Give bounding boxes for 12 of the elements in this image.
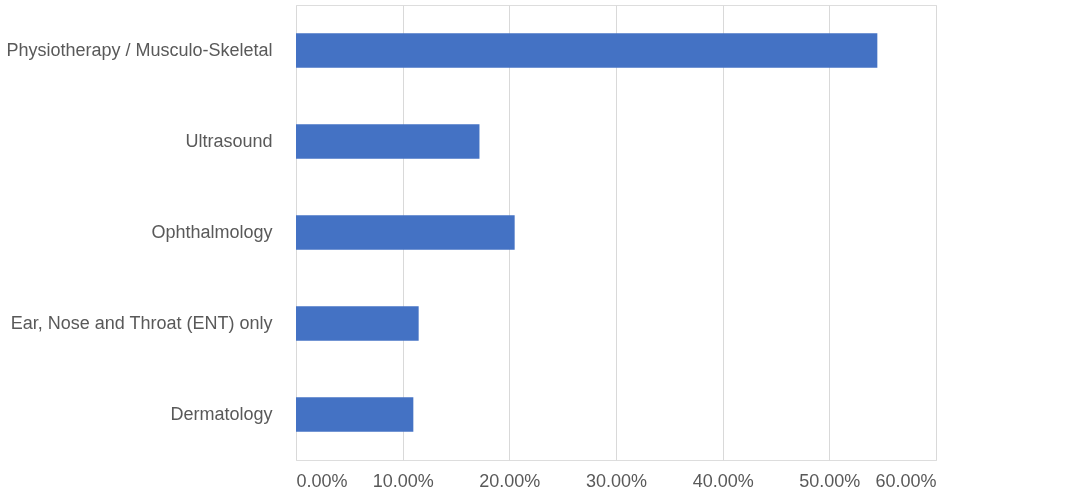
x-tick-label: 30.00% xyxy=(585,470,648,491)
y-tick-label: Ear, Nose and Throat (ENT) only xyxy=(10,312,273,333)
x-tick-label: 40.00% xyxy=(692,470,754,491)
x-tick-label: 20.00% xyxy=(479,470,541,491)
x-tick-label: 10.00% xyxy=(372,470,434,491)
y-tick-label: Ultrasound xyxy=(185,130,273,151)
x-tick-label: 0.00% xyxy=(296,470,348,491)
y-tick-label: Dermatology xyxy=(170,403,273,424)
x-tick-label: 50.00% xyxy=(799,470,861,491)
x-tick-label: 60.00% xyxy=(875,470,937,491)
y-tick-label: Physiotherapy / Musculo-Skeletal xyxy=(6,39,273,60)
y-tick-label: Ophthalmology xyxy=(151,221,273,242)
